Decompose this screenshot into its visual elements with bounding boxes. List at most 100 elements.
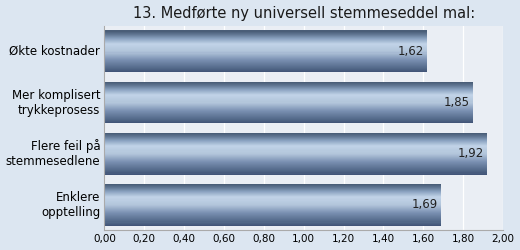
Text: 1,92: 1,92 bbox=[458, 147, 484, 160]
Bar bbox=[105, 195, 441, 196]
Bar bbox=[105, 167, 487, 168]
Bar bbox=[105, 94, 473, 95]
Bar bbox=[105, 100, 473, 102]
Bar bbox=[105, 192, 441, 193]
Bar bbox=[105, 139, 487, 140]
Bar bbox=[105, 133, 487, 134]
Bar bbox=[105, 218, 441, 220]
Bar bbox=[105, 45, 427, 46]
Bar bbox=[105, 120, 473, 122]
Bar bbox=[105, 88, 473, 89]
Bar bbox=[105, 189, 441, 190]
Bar bbox=[105, 211, 441, 212]
Bar bbox=[105, 209, 441, 210]
Bar bbox=[105, 105, 473, 106]
Bar bbox=[105, 63, 427, 64]
Bar bbox=[105, 118, 473, 119]
Bar bbox=[105, 93, 473, 94]
Bar bbox=[105, 56, 427, 57]
Bar bbox=[105, 67, 427, 68]
Bar bbox=[105, 137, 487, 138]
Bar bbox=[105, 159, 487, 160]
Bar bbox=[105, 157, 487, 158]
Bar bbox=[105, 160, 487, 161]
Bar bbox=[105, 57, 427, 58]
Bar bbox=[105, 109, 473, 110]
Bar bbox=[105, 70, 427, 71]
Bar bbox=[105, 71, 427, 72]
Bar bbox=[105, 216, 441, 217]
Bar bbox=[105, 97, 473, 98]
Bar bbox=[105, 156, 487, 157]
Bar bbox=[105, 43, 427, 44]
Bar bbox=[105, 106, 473, 107]
Bar bbox=[105, 164, 487, 165]
Bar bbox=[105, 39, 427, 40]
Bar bbox=[105, 147, 487, 148]
Bar bbox=[105, 54, 427, 56]
Bar bbox=[105, 61, 427, 62]
Bar bbox=[105, 222, 441, 224]
Bar bbox=[105, 145, 487, 146]
Bar bbox=[105, 217, 441, 218]
Bar bbox=[105, 112, 473, 113]
Bar bbox=[105, 134, 487, 135]
Bar bbox=[105, 214, 441, 215]
Bar bbox=[105, 172, 487, 174]
Bar bbox=[105, 188, 441, 189]
Bar bbox=[105, 208, 441, 209]
Text: 1,62: 1,62 bbox=[398, 45, 424, 58]
Bar bbox=[105, 117, 473, 118]
Bar bbox=[105, 83, 473, 84]
Bar bbox=[105, 170, 487, 172]
Bar bbox=[105, 186, 441, 187]
Bar bbox=[105, 91, 473, 92]
Bar bbox=[105, 110, 473, 111]
Bar bbox=[105, 41, 427, 42]
Bar bbox=[105, 40, 427, 41]
Bar bbox=[105, 114, 473, 115]
Bar bbox=[105, 46, 427, 47]
Bar bbox=[105, 35, 427, 36]
Bar bbox=[105, 68, 427, 69]
Text: 1,69: 1,69 bbox=[412, 198, 438, 211]
Title: 13. Medførte ny universell stemmeseddel mal:: 13. Medførte ny universell stemmeseddel … bbox=[133, 6, 475, 20]
Bar bbox=[105, 62, 427, 63]
Bar bbox=[105, 184, 441, 185]
Bar bbox=[105, 202, 441, 203]
Bar bbox=[105, 82, 473, 83]
Bar bbox=[105, 42, 427, 43]
Bar bbox=[105, 215, 441, 216]
Bar bbox=[105, 158, 487, 159]
Bar bbox=[105, 87, 473, 88]
Bar bbox=[105, 166, 487, 167]
Bar bbox=[105, 59, 427, 60]
Bar bbox=[105, 144, 487, 145]
Bar bbox=[105, 225, 441, 226]
Bar bbox=[105, 37, 427, 38]
Bar bbox=[105, 140, 487, 141]
Bar bbox=[105, 111, 473, 112]
Bar bbox=[105, 34, 427, 35]
Bar bbox=[105, 194, 441, 195]
Bar bbox=[105, 200, 441, 202]
Bar bbox=[105, 38, 427, 39]
Bar bbox=[105, 169, 487, 170]
Bar bbox=[105, 224, 441, 225]
Bar bbox=[105, 205, 441, 206]
Bar bbox=[105, 119, 473, 120]
Bar bbox=[105, 143, 487, 144]
Bar bbox=[105, 69, 427, 70]
Bar bbox=[105, 191, 441, 192]
Bar bbox=[105, 32, 427, 34]
Bar bbox=[105, 47, 427, 48]
Bar bbox=[105, 212, 441, 213]
Bar bbox=[105, 136, 487, 137]
Bar bbox=[105, 204, 441, 205]
Bar bbox=[105, 89, 473, 90]
Bar bbox=[105, 142, 487, 143]
Bar bbox=[105, 50, 427, 51]
Bar bbox=[105, 213, 441, 214]
Bar bbox=[105, 30, 427, 32]
Bar bbox=[105, 165, 487, 166]
